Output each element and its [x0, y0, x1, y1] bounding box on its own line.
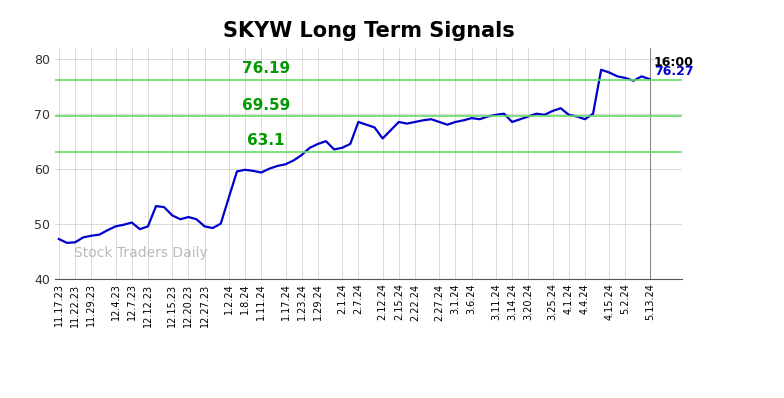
Text: 76.19: 76.19 — [241, 61, 290, 76]
Text: 76.27: 76.27 — [654, 65, 693, 78]
Text: 16:00: 16:00 — [654, 57, 694, 69]
Text: 69.59: 69.59 — [241, 98, 290, 113]
Text: Stock Traders Daily: Stock Traders Daily — [74, 246, 208, 260]
Title: SKYW Long Term Signals: SKYW Long Term Signals — [223, 21, 514, 41]
Text: 63.1: 63.1 — [247, 133, 285, 148]
